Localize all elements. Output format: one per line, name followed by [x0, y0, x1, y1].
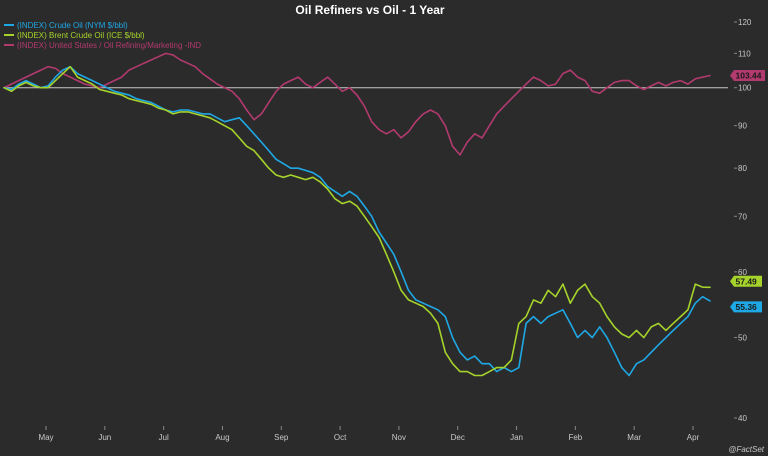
end-tag-label: 57.49	[736, 276, 758, 286]
y-tick-label: 60	[738, 268, 747, 277]
end-tag-label: 55.36	[736, 302, 758, 312]
x-tick-label: Dec	[451, 433, 465, 442]
end-labels: 55.36 57.49 103.44	[730, 70, 765, 313]
y-tick-label: 70	[738, 212, 747, 221]
end-tag-bg	[730, 301, 762, 313]
x-axis: May Jun Jul Aug Sep Oct Nov Dec Jan Feb Mar Apr	[38, 426, 700, 442]
x-tick-label: Jun	[98, 433, 111, 442]
end-tag-label: 103.44	[736, 71, 762, 81]
factset-brand: @FactSet	[728, 445, 764, 454]
y-tick-label: 100	[738, 84, 752, 93]
series-line-2	[3, 52, 711, 156]
series-layer	[3, 52, 711, 377]
x-tick-label: Apr	[687, 433, 700, 442]
chart-title: Oil Refiners vs Oil - 1 Year	[295, 3, 445, 17]
legend: (INDEX) Crude Oil (NYM $/bbl)(INDEX) Bre…	[4, 21, 201, 50]
end-tag-bg	[730, 70, 765, 82]
y-axis: 40 50 60 70 80 90 100 110 120	[734, 18, 752, 423]
x-tick-label: Jul	[159, 433, 169, 442]
end-tag-bg	[730, 275, 762, 287]
x-tick-label: Mar	[627, 433, 641, 442]
series-line-0	[3, 65, 711, 377]
y-tick-label: 120	[738, 18, 752, 27]
x-tick-label: Feb	[568, 433, 582, 442]
x-tick-label: Aug	[215, 433, 229, 442]
x-tick-label: May	[38, 433, 53, 442]
x-tick-label: Jan	[510, 433, 523, 442]
x-tick-label: Oct	[334, 433, 347, 442]
legend-entry: (INDEX) United States / Oil Refining/Mar…	[17, 41, 201, 50]
x-tick-label: Sep	[274, 433, 289, 442]
legend-entry: (INDEX) Crude Oil (NYM $/bbl)	[17, 21, 128, 30]
x-tick-label: Nov	[392, 433, 406, 442]
series-line-1	[3, 65, 711, 377]
legend-entry: (INDEX) Brent Crude Oil (ICE $/bbl)	[17, 31, 145, 40]
y-tick-label: 90	[738, 122, 747, 131]
y-tick-label: 40	[738, 414, 747, 423]
y-tick-label: 50	[738, 334, 747, 343]
y-tick-label: 80	[738, 164, 747, 173]
y-tick-label: 110	[738, 49, 751, 58]
